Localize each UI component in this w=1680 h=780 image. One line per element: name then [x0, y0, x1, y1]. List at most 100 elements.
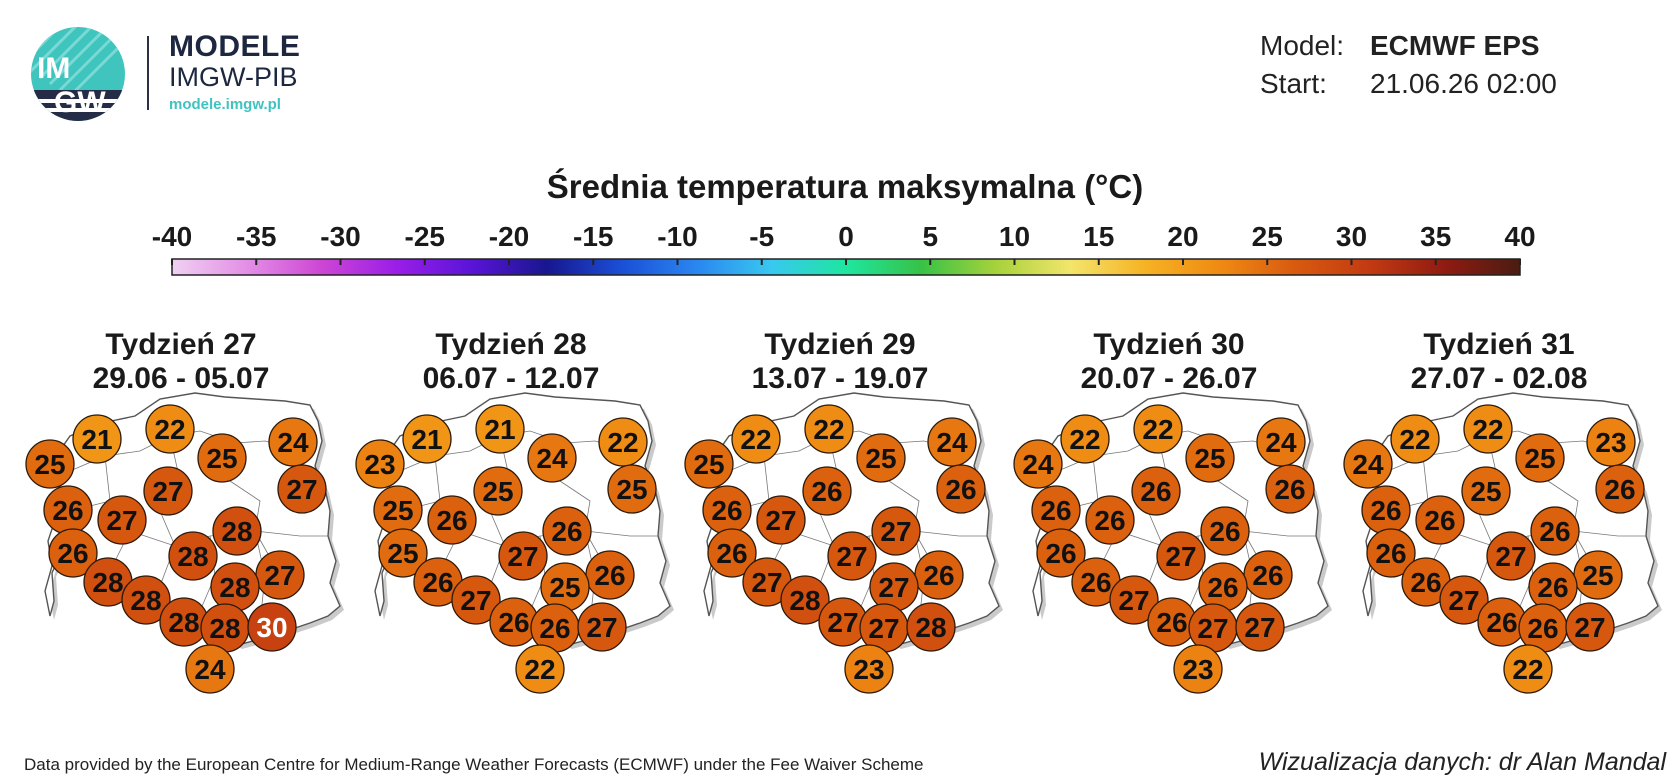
model-info: Model: ECMWF EPS Start: 21.06.26 02:00: [1260, 30, 1640, 106]
station-marker: [143, 466, 193, 516]
colorbar-tick-label: 5: [922, 221, 938, 252]
logo-url: modele.imgw.pl: [169, 96, 281, 113]
station-marker: [1415, 495, 1465, 545]
station-marker: [1265, 464, 1315, 514]
station-value: 28: [219, 572, 250, 603]
station-value: 27: [286, 474, 317, 505]
station-value: 27: [1118, 585, 1149, 616]
station-marker: [515, 644, 565, 694]
station-marker: [1461, 466, 1511, 516]
colorbar-tick-label: 0: [838, 221, 854, 252]
station-value: 25: [387, 538, 418, 569]
station-value: 23: [1595, 427, 1626, 458]
station-value: 24: [1265, 427, 1297, 458]
station-marker: [355, 439, 405, 489]
logo-title: MODELE: [169, 30, 301, 63]
colorbar-tick-label: -30: [320, 221, 360, 252]
week-dates: 13.07 - 19.07: [751, 362, 929, 395]
station-value: 26: [1424, 505, 1455, 536]
colorbar-tick-label: -35: [236, 221, 276, 252]
station-value: 27: [880, 516, 911, 547]
station-marker: [804, 404, 854, 454]
station-marker: [1060, 414, 1110, 464]
station-value: 27: [152, 476, 183, 507]
station-marker: [827, 531, 877, 581]
station-value: 27: [460, 585, 491, 616]
station-marker: [684, 439, 734, 489]
station-marker: [451, 575, 501, 625]
week-title: Tydzień 28 06.07 - 12.07: [346, 328, 676, 396]
station-value: 22: [607, 427, 638, 458]
station-marker: [906, 602, 956, 652]
station-marker: [1595, 464, 1645, 514]
station-value: 22: [740, 424, 771, 455]
station-value: 26: [711, 495, 742, 526]
station-value: 22: [1069, 424, 1100, 455]
station-value: 25: [1582, 560, 1613, 591]
station-value: 22: [1142, 414, 1173, 445]
station-marker: [72, 414, 122, 464]
colorbar-tick-label: 15: [1083, 221, 1114, 252]
station-marker: [1530, 506, 1580, 556]
station-value: 26: [716, 538, 747, 569]
station-value: 27: [1448, 585, 1479, 616]
station-value: 23: [853, 654, 884, 685]
station-marker: [871, 506, 921, 556]
station-value: 26: [594, 560, 625, 591]
station-marker: [1565, 602, 1615, 652]
station-marker: [1185, 433, 1235, 483]
week-label: Tydzień 28: [435, 328, 587, 361]
start-row: Start: 21.06.26 02:00: [1260, 68, 1640, 106]
station-value: 25: [549, 572, 580, 603]
colorbar-tick-label: -25: [405, 221, 445, 252]
week-dates: 06.07 - 12.07: [422, 362, 600, 395]
station-value: 26: [1207, 572, 1238, 603]
station-marker: [936, 464, 986, 514]
station-marker: [1109, 575, 1159, 625]
station-value: 22: [524, 654, 555, 685]
colorbar-tick-label: 35: [1420, 221, 1451, 252]
imgw-logo: IM GW MODELE IMGW-PIB modele.imgw.pl: [30, 24, 340, 124]
colorbar-tick-label: 30: [1336, 221, 1367, 252]
chart-title: Średnia temperatura maksymalna (°C): [546, 168, 1144, 205]
emblem-text-gw: GW: [54, 86, 106, 119]
station-marker: [1256, 417, 1306, 467]
colorbar-tick-label: 25: [1252, 221, 1283, 252]
station-value: 28: [130, 585, 161, 616]
station-value: 25: [1524, 443, 1555, 474]
station-marker: [197, 433, 247, 483]
station-value: 27: [264, 560, 295, 591]
station-value: 26: [1209, 516, 1240, 547]
station-value: 26: [1140, 476, 1171, 507]
colorbar-tick-label: -20: [489, 221, 529, 252]
station-marker: [121, 575, 171, 625]
model-value: ECMWF EPS: [1370, 30, 1540, 61]
week-title: Tydzień 31 27.07 - 02.08: [1334, 328, 1664, 396]
week-dates: 29.06 - 05.07: [92, 362, 270, 395]
station-value: 26: [923, 560, 954, 591]
station-marker: [1235, 602, 1285, 652]
week-label: Tydzień 31: [1423, 328, 1575, 361]
station-marker: [1085, 495, 1135, 545]
station-value: 28: [915, 612, 946, 643]
station-marker: [97, 495, 147, 545]
station-value: 22: [1512, 654, 1543, 685]
data-source-note: Data provided by the European Centre for…: [24, 755, 924, 774]
station-marker: [277, 464, 327, 514]
station-marker: [212, 506, 262, 556]
station-value: 25: [482, 476, 513, 507]
station-marker: [25, 439, 75, 489]
station-value: 27: [1165, 541, 1196, 572]
station-value: 27: [507, 541, 538, 572]
station-marker: [48, 528, 98, 578]
week-label: Tydzień 27: [105, 328, 257, 361]
station-value: 21: [411, 424, 442, 455]
station-value: 26: [1527, 613, 1558, 644]
station-value: 25: [865, 443, 896, 474]
station-value: 26: [1410, 567, 1441, 598]
station-marker: [1486, 531, 1536, 581]
station-value: 26: [498, 607, 529, 638]
station-value: 26: [1252, 560, 1283, 591]
station-value: 26: [1045, 538, 1076, 569]
station-value: 26: [436, 505, 467, 536]
